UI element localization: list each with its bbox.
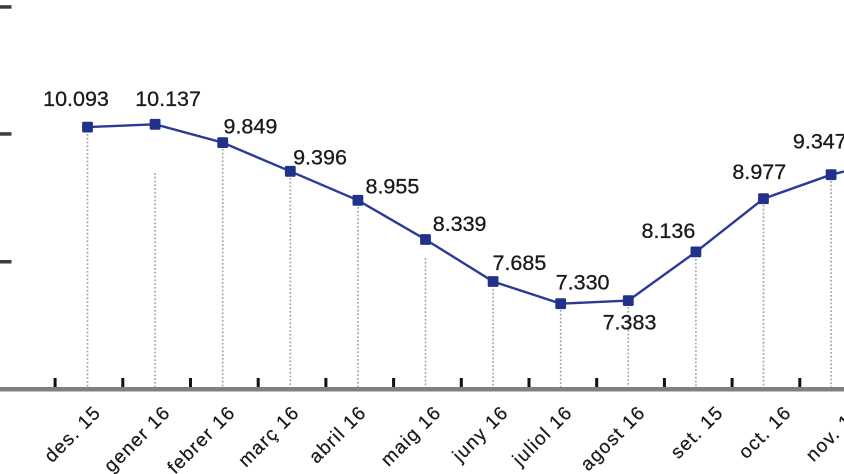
svg-text:8.955: 8.955 xyxy=(365,175,419,199)
svg-text:febrer 16: febrer 16 xyxy=(164,402,240,474)
svg-text:10.093: 10.093 xyxy=(43,87,109,111)
svg-text:des. 15: des. 15 xyxy=(41,402,106,467)
svg-text:9.396: 9.396 xyxy=(293,146,347,170)
svg-text:abril 16: abril 16 xyxy=(305,402,371,468)
svg-text:nov. 16: nov. 16 xyxy=(802,402,844,466)
svg-text:juliol 16: juliol 16 xyxy=(508,402,577,471)
svg-text:7.330: 7.330 xyxy=(556,271,610,295)
svg-text:agost 16: agost 16 xyxy=(577,402,650,474)
svg-text:7.685: 7.685 xyxy=(492,251,546,275)
svg-text:8.977: 8.977 xyxy=(732,160,786,184)
svg-text:7.383: 7.383 xyxy=(603,311,657,335)
svg-text:9.849: 9.849 xyxy=(223,115,277,139)
svg-text:10.137: 10.137 xyxy=(135,87,201,111)
svg-text:juny 16: juny 16 xyxy=(448,402,513,467)
svg-text:oct. 16: oct. 16 xyxy=(735,402,796,463)
svg-text:maig 16: maig 16 xyxy=(377,402,446,471)
svg-text:març 16: març 16 xyxy=(235,402,304,471)
svg-text:8.339: 8.339 xyxy=(433,212,487,236)
svg-text:set. 15: set. 15 xyxy=(667,402,728,463)
svg-text:9.347: 9.347 xyxy=(793,129,844,153)
svg-text:8.136: 8.136 xyxy=(641,219,695,243)
